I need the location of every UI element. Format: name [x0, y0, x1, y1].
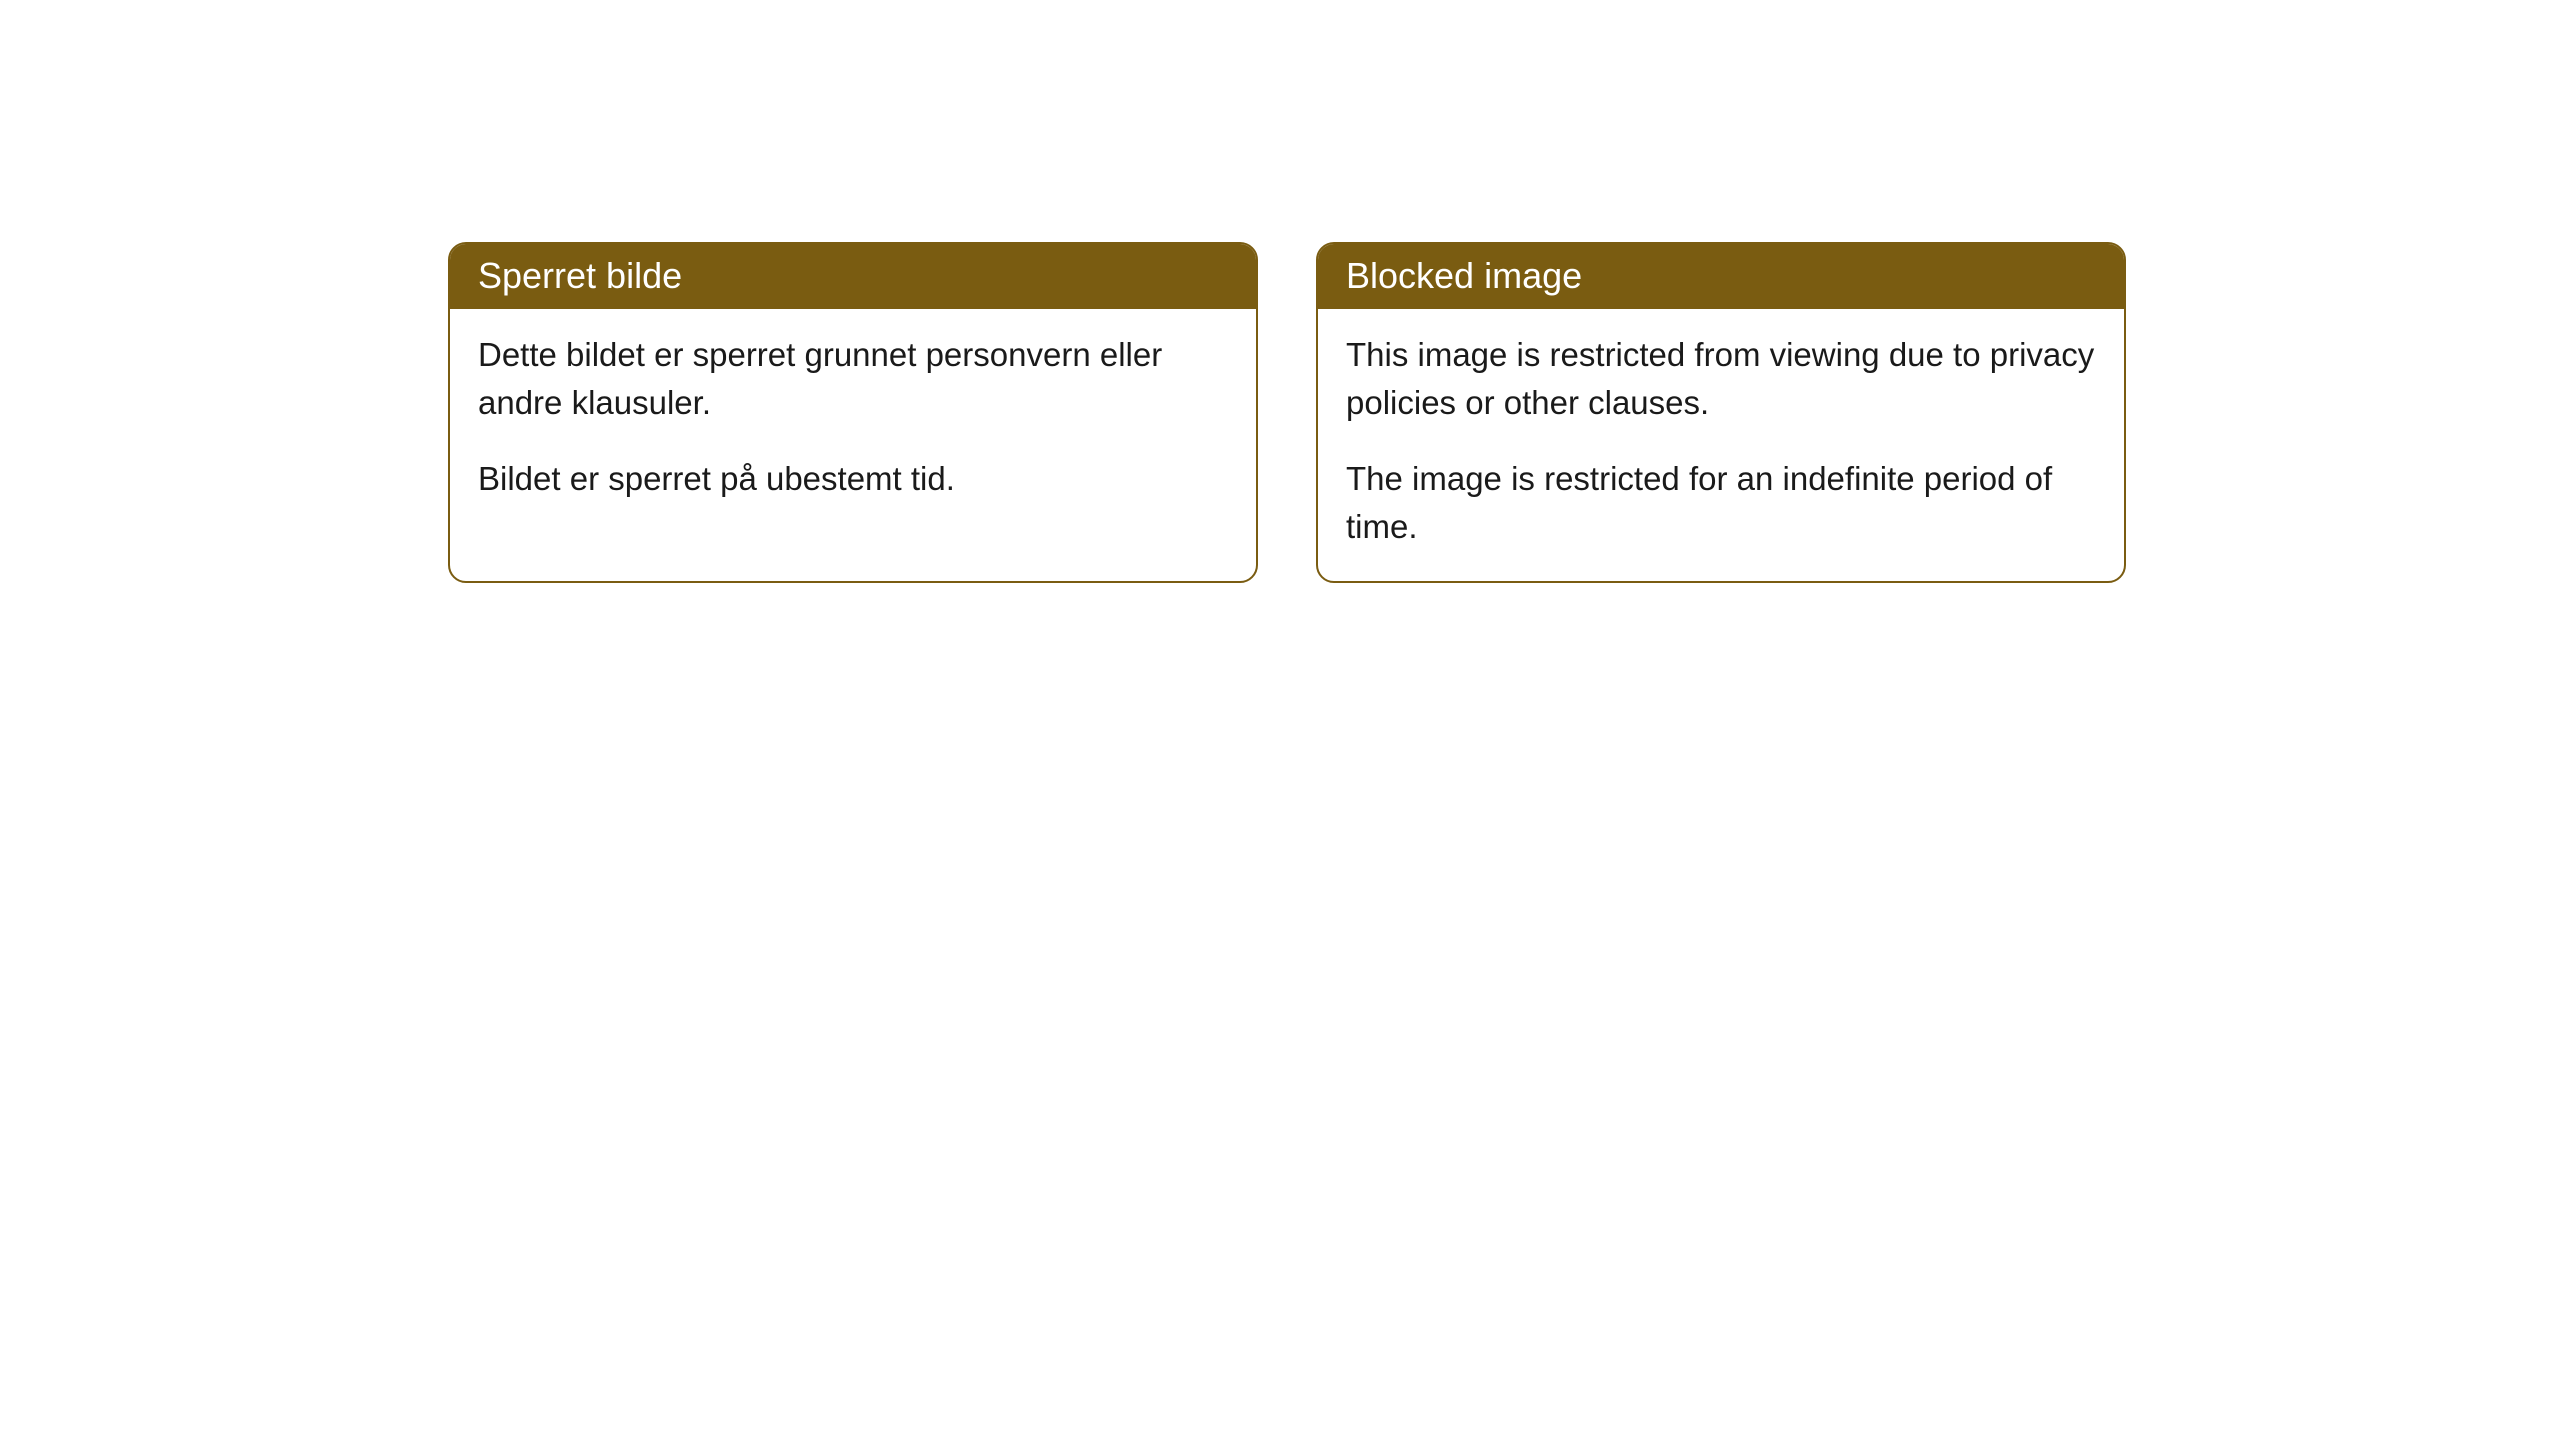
card-paragraph-2: Bildet er sperret på ubestemt tid.: [478, 455, 1228, 503]
card-english: Blocked image This image is restricted f…: [1316, 242, 2126, 583]
card-title: Blocked image: [1346, 255, 1582, 296]
cards-container: Sperret bilde Dette bildet er sperret gr…: [448, 242, 2560, 583]
card-norwegian: Sperret bilde Dette bildet er sperret gr…: [448, 242, 1258, 583]
card-body-english: This image is restricted from viewing du…: [1318, 309, 2124, 580]
card-body-norwegian: Dette bildet er sperret grunnet personve…: [450, 309, 1256, 533]
card-header-english: Blocked image: [1318, 244, 2124, 309]
card-title: Sperret bilde: [478, 255, 682, 296]
card-header-norwegian: Sperret bilde: [450, 244, 1256, 309]
card-paragraph-2: The image is restricted for an indefinit…: [1346, 455, 2096, 551]
card-paragraph-1: This image is restricted from viewing du…: [1346, 331, 2096, 427]
card-paragraph-1: Dette bildet er sperret grunnet personve…: [478, 331, 1228, 427]
